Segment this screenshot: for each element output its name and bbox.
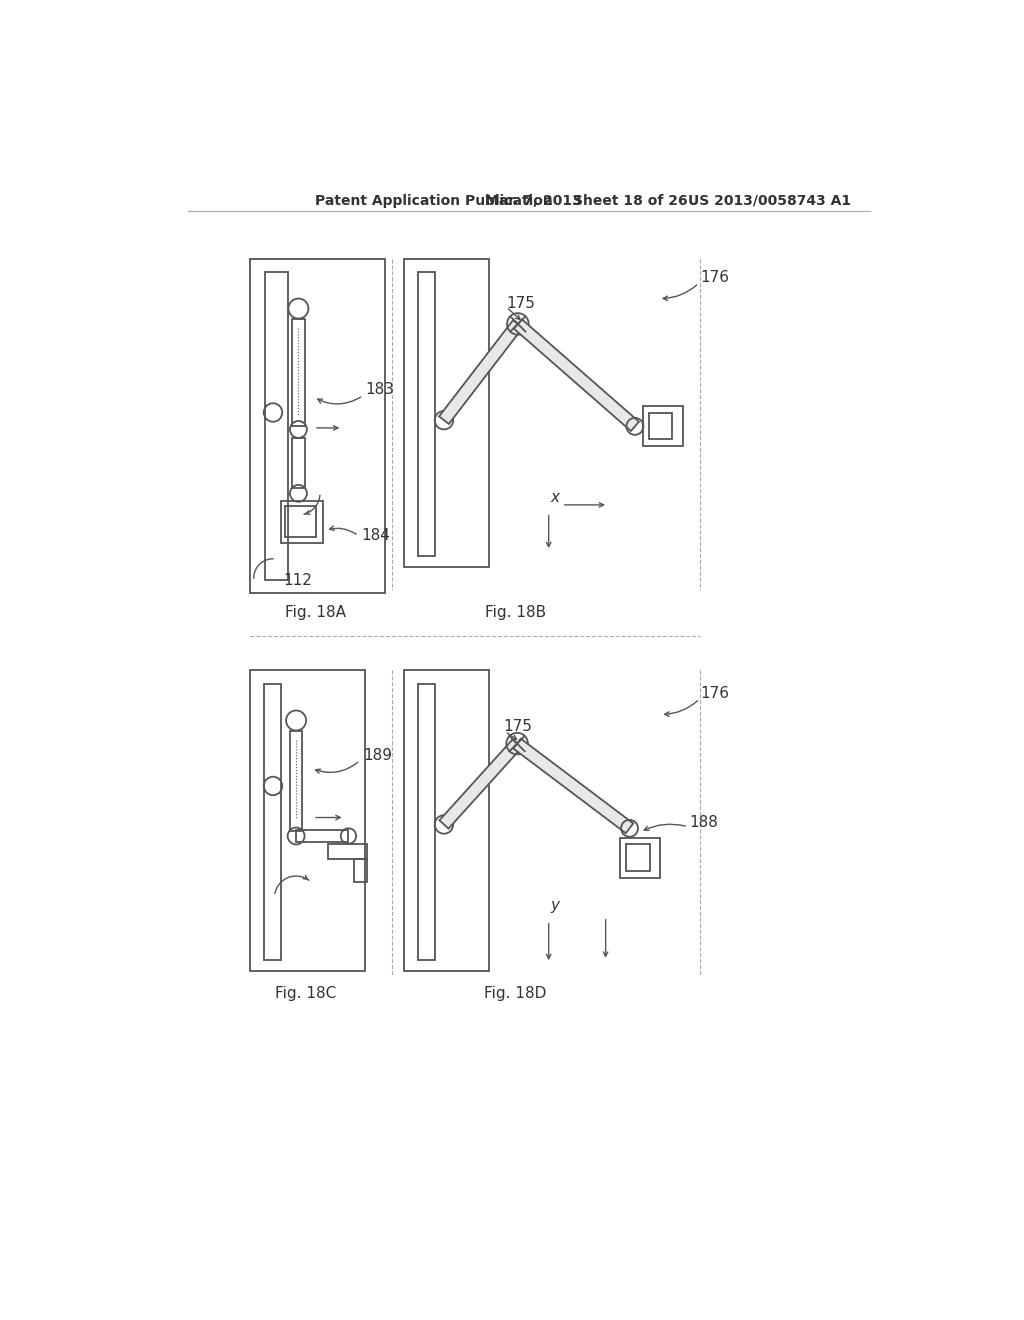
Text: Fig. 18C: Fig. 18C: [274, 986, 336, 1002]
Text: Fig. 18A: Fig. 18A: [285, 605, 346, 620]
Text: Fig. 18B: Fig. 18B: [485, 605, 546, 620]
Bar: [354, 859, 367, 882]
Bar: [418, 684, 435, 960]
Bar: [627, 843, 649, 871]
Text: 184: 184: [361, 528, 390, 544]
Bar: [329, 843, 367, 859]
Bar: [290, 730, 302, 830]
Text: Patent Application Publication: Patent Application Publication: [315, 194, 553, 207]
Text: 189: 189: [364, 747, 392, 763]
Text: 176: 176: [700, 271, 729, 285]
Text: Mar. 7, 2013: Mar. 7, 2013: [484, 194, 582, 207]
Text: 175: 175: [506, 296, 536, 310]
Bar: [292, 318, 304, 426]
Text: Sheet 18 of 26: Sheet 18 of 26: [572, 194, 687, 207]
Bar: [250, 259, 385, 594]
Polygon shape: [514, 319, 639, 432]
Text: x: x: [550, 490, 559, 504]
Bar: [264, 684, 281, 960]
Bar: [403, 671, 488, 970]
Bar: [292, 438, 304, 488]
Polygon shape: [513, 739, 633, 833]
Bar: [649, 412, 672, 438]
Bar: [418, 272, 435, 556]
Bar: [281, 502, 323, 544]
Text: 183: 183: [366, 381, 394, 397]
Text: 176: 176: [700, 686, 729, 701]
Text: 175: 175: [503, 719, 532, 734]
Text: y: y: [550, 898, 559, 913]
Bar: [403, 259, 488, 566]
Text: Fig. 18D: Fig. 18D: [484, 986, 547, 1002]
Bar: [265, 272, 289, 581]
Bar: [643, 407, 683, 446]
Bar: [250, 671, 366, 970]
Bar: [296, 830, 348, 842]
Text: US 2013/0058743 A1: US 2013/0058743 A1: [688, 194, 851, 207]
Polygon shape: [439, 321, 523, 424]
Bar: [286, 507, 316, 537]
Bar: [621, 837, 660, 878]
Polygon shape: [439, 739, 521, 829]
Text: 188: 188: [689, 814, 719, 830]
Text: 112: 112: [283, 573, 312, 587]
